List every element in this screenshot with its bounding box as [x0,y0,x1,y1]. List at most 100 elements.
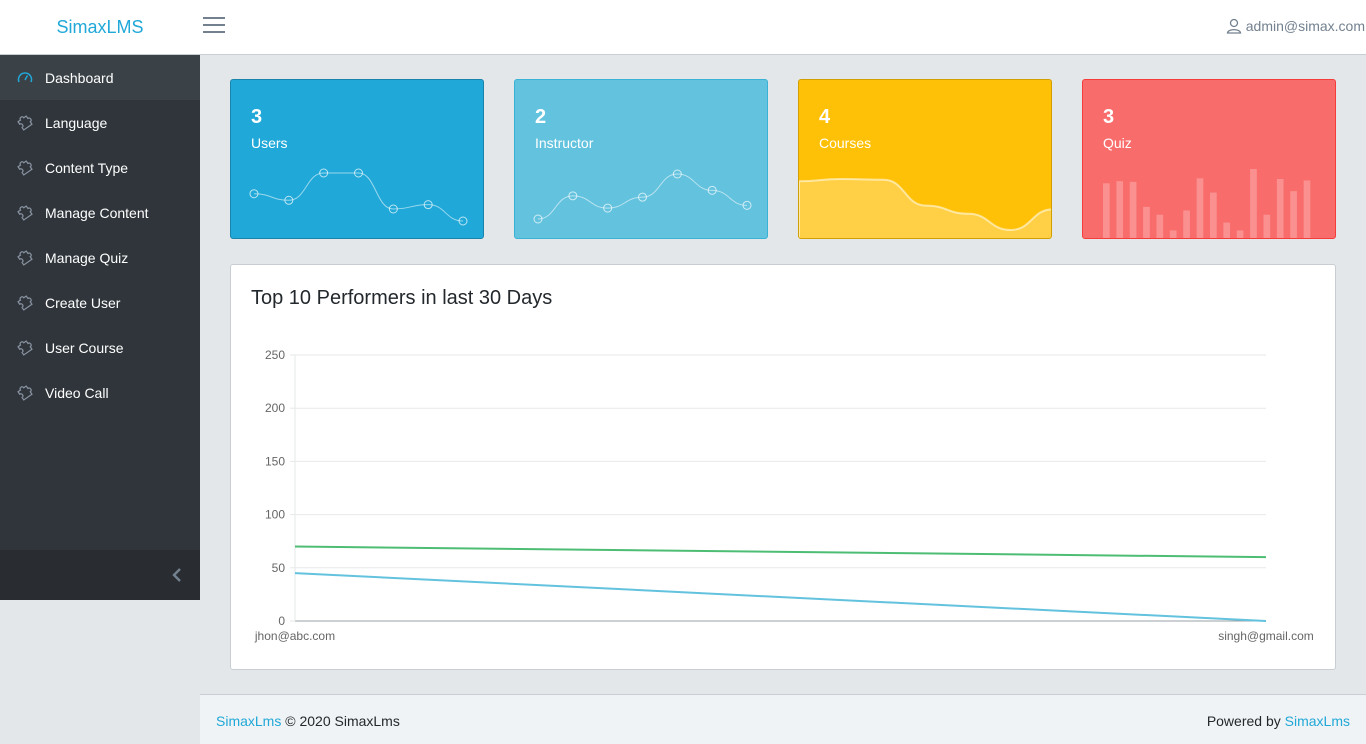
quiz-sparkline-bar [1223,222,1231,238]
stat-value: 2 [535,106,547,128]
sidebar-item-label: Dashboard [45,69,114,86]
instructor-sparkline-point [533,214,543,224]
stat-label: Users [251,135,288,151]
y-tick-label: 100 [265,508,285,522]
chart-title: Top 10 Performers in last 30 Days [251,287,553,309]
footer: SimaxLms © 2020 SimaxLms Powered by Sima… [200,694,1366,744]
user-menu[interactable]: admin@simax.com [1226,18,1365,34]
quiz-sparkline-bar [1276,179,1284,238]
stat-card-instructor[interactable]: 2 Instructor [514,79,768,239]
quiz-sparkline-bar [1169,230,1177,238]
sidebar-item-label: Language [45,114,108,131]
sidebar-item-user-course[interactable]: User Course [0,325,200,370]
series-blue-line [294,572,1267,622]
stat-card-courses[interactable]: 4 Courses [798,79,1052,239]
footer-copyright: © 2020 SimaxLms [285,713,400,729]
users-sparkline-point [249,189,259,199]
puzzle-icon [17,249,33,266]
quiz-sparkline-bar [1210,192,1217,238]
users-sparkline-point [319,168,329,178]
sidebar-item-language[interactable]: Language [0,100,200,145]
top-performers-card: 0 50 100 150 200 250 jhon@abc.com singh@gmail.c… [230,264,1336,670]
quiz-sparkline-bar [1116,181,1124,238]
y-tick-label: 200 [265,401,285,415]
sidebar: Dashboard Language Content Type Manage Cont… [0,55,200,600]
stat-label: Quiz [1103,135,1132,151]
quiz-sparkline-bar [1143,206,1150,238]
users-sparkline-point [284,195,294,205]
chevron-left-icon [172,568,181,582]
sidebar-item-create-user[interactable]: Create User [0,280,200,325]
quiz-sparkline-bar [1156,214,1164,238]
x-tick-label: singh@gmail.com [1218,629,1314,643]
speedometer-icon [17,70,33,86]
y-tick-label: 50 [272,561,286,575]
puzzle-icon [17,294,33,311]
app-header: SimaxLMS admin@simax.com [0,0,1366,55]
instructor-sparkline-point [742,200,752,210]
sidebar-minimizer[interactable] [0,550,200,600]
sidebar-item-label: User Course [45,339,124,356]
footer-right: Powered by SimaxLms [1207,713,1350,729]
users-sparkline-line [253,172,464,222]
stat-label: Instructor [535,135,594,151]
sidebar-item-label: Content Type [45,159,129,176]
quiz-sparkline-bar [1303,180,1311,238]
courses-sparkline-area [799,177,1051,238]
top-performers-chart: 0 50 100 150 200 250 jhon@abc.com singh@gmail.c… [254,348,1314,643]
footer-powered-by: Powered by [1206,713,1281,729]
sidebar-item-manage-quiz[interactable]: Manage Quiz [0,235,200,280]
quiz-sparkline-bar [1183,210,1190,238]
footer-left: SimaxLms © 2020 SimaxLms [216,713,400,729]
stat-value: 4 [819,106,831,128]
y-tick-label: 150 [265,454,285,468]
quiz-sparkline-bar [1263,214,1271,238]
footer-brand-link[interactable]: SimaxLms [216,713,282,729]
puzzle-icon [17,204,33,221]
footer-powered-link[interactable]: SimaxLms [1284,713,1350,729]
puzzle-icon [17,384,33,401]
instructor-sparkline-point [707,185,717,195]
courses-sparkline [799,177,1051,238]
sidebar-item-label: Video Call [45,384,109,401]
instructor-sparkline [533,169,752,224]
brand-logo[interactable]: SimaxLMS [56,17,144,37]
sidebar-item-label: Create User [45,294,121,311]
sidebar-item-video-call[interactable]: Video Call [0,370,200,415]
sidebar-item-label: Manage Quiz [45,249,129,266]
user-icon [1226,18,1241,34]
instructor-sparkline-point [638,192,647,202]
quiz-sparkline-bar [1250,169,1257,238]
x-tick-label: jhon@abc.com [254,629,335,643]
users-sparkline-point [388,204,398,214]
stat-label: Courses [819,135,872,151]
sidebar-item-dashboard[interactable]: Dashboard [0,55,200,100]
instructor-sparkline-point [568,191,578,201]
instructor-sparkline-point [603,203,613,213]
series-green-line [294,545,1267,559]
y-tick-label: 250 [265,348,285,362]
instructor-sparkline-point [672,169,682,179]
stat-card-quiz[interactable]: 3 Quiz [1082,79,1336,239]
sidebar-item-label: Manage Content [45,204,149,221]
puzzle-icon [17,114,33,131]
user-email: admin@simax.com [1245,18,1365,34]
y-tick-label: 0 [278,614,285,628]
instructor-sparkline-line [537,173,748,220]
quiz-sparkline-bar [1129,181,1137,238]
puzzle-icon [17,159,33,176]
quiz-sparkline-bar [1103,183,1110,238]
quiz-sparkline-bar [1236,230,1244,238]
quiz-sparkline-bar [1290,191,1297,238]
users-sparkline [249,168,468,226]
users-sparkline-point [354,168,363,178]
stat-value: 3 [1103,106,1115,128]
sidebar-toggler-icon[interactable] [203,17,225,37]
stat-card-users[interactable]: 3 Users [230,79,484,239]
sidebar-item-content-type[interactable]: Content Type [0,145,200,190]
stat-value: 3 [251,106,263,128]
puzzle-icon [17,339,33,356]
users-sparkline-point [423,200,433,210]
sidebar-item-manage-content[interactable]: Manage Content [0,190,200,235]
quiz-sparkline [1103,169,1311,238]
